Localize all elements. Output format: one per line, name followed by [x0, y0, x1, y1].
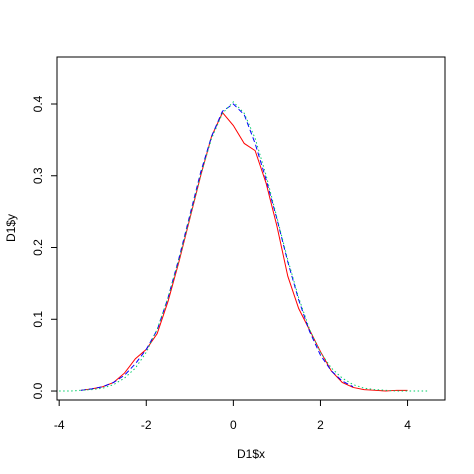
plot-box: [56, 56, 446, 401]
x-tick-label: -2: [141, 418, 152, 432]
y-axis-label: D1$y: [4, 214, 18, 242]
x-tick-label: 4: [404, 418, 411, 432]
x-tick-label: 0: [230, 418, 237, 432]
y-tick-label: 0.0: [31, 382, 45, 399]
y-tick-label: 0.4: [31, 95, 45, 112]
density-line: [80, 111, 408, 392]
density-line: [80, 103, 354, 391]
x-axis-label: D1$x: [237, 447, 265, 461]
y-tick-label: 0.3: [31, 167, 45, 184]
x-tick-label: 2: [317, 418, 324, 432]
y-tick-label: 0.2: [31, 239, 45, 256]
x-tick-label: -4: [54, 418, 65, 432]
density-line: [59, 101, 430, 392]
y-tick-label: 0.1: [31, 311, 45, 328]
